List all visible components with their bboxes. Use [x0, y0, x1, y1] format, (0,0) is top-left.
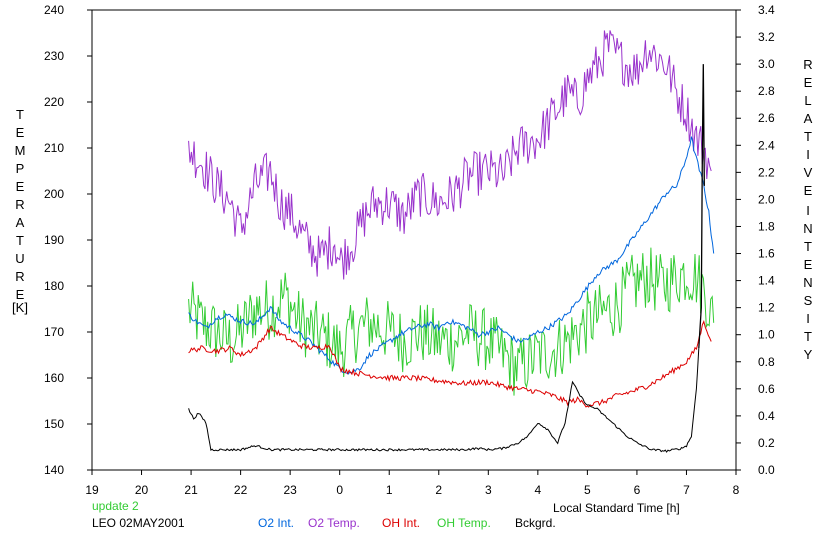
x-tick-label: 1 — [386, 483, 393, 497]
y-axis-left-letter: T — [16, 107, 24, 122]
y-axis-left-letter: R — [15, 197, 24, 212]
x-tick-label: 22 — [234, 483, 248, 497]
y-axis-left-letter: M — [15, 143, 26, 158]
y-axis-left-letter: T — [16, 233, 24, 248]
x-tick-label: 7 — [683, 483, 690, 497]
y-axis-left-letter: P — [16, 161, 25, 176]
x-tick-label: 2 — [435, 483, 442, 497]
y-axis-right-letter: N — [803, 275, 812, 290]
y-left-tick-label: 210 — [44, 141, 64, 155]
y-right-tick-label: 2.6 — [758, 111, 775, 125]
y-right-tick-label: 1.8 — [758, 219, 775, 233]
y-left-tick-label: 220 — [44, 95, 64, 109]
series-line-bckgrd — [188, 348, 700, 453]
x-tick-label: 8 — [733, 483, 740, 497]
plot-area — [91, 9, 737, 471]
y-right-tick-label: 3.4 — [758, 3, 775, 17]
y-left-tick-label: 200 — [44, 187, 64, 201]
y-left-tick-label: 160 — [44, 371, 64, 385]
y-left-tick-label: 190 — [44, 233, 64, 247]
y-right-tick-label: 0.4 — [758, 409, 775, 423]
y-axis-right-letter: I — [806, 147, 810, 162]
x-tick-label: 20 — [135, 483, 149, 497]
x-tick-label: 5 — [584, 483, 591, 497]
series-line-bckgrd-spike — [698, 64, 705, 349]
y-right-tick-label: 0.6 — [758, 382, 775, 396]
y-right-tick-label: 1.2 — [758, 301, 775, 315]
y-right-tick-label: 2.4 — [758, 138, 775, 152]
y-axis-right-letter: V — [804, 165, 813, 180]
y-left-tick-label: 170 — [44, 325, 64, 339]
y-left-tick-label: 180 — [44, 279, 64, 293]
x-tick-label: 6 — [634, 483, 641, 497]
y-right-tick-label: 0.8 — [758, 355, 775, 369]
x-tick-label: 4 — [535, 483, 542, 497]
y-left-tick-label: 240 — [44, 3, 64, 17]
x-tick-label: 21 — [184, 483, 198, 497]
y-right-tick-label: 0.0 — [758, 463, 775, 477]
y-axis-right-letter: L — [804, 93, 811, 108]
x-tick-label: 23 — [283, 483, 297, 497]
y-right-tick-label: 2.8 — [758, 84, 775, 98]
y-right-tick-label: 1.0 — [758, 328, 775, 342]
legend-oh-int: OH Int. — [382, 516, 421, 530]
y-right-tick-label: 0.2 — [758, 436, 775, 450]
y-axis-left: 140 150 160 170 180 190 200 210 220 230 240 — [44, 3, 92, 477]
y-left-tick-label: 150 — [44, 417, 64, 431]
y-axis-left-letter: U — [15, 251, 24, 266]
series-line-o2-int — [188, 136, 715, 375]
series-line-o2-temp — [188, 30, 712, 280]
y-axis-right-letter: R — [803, 57, 812, 72]
y-right-tick-label: 1.4 — [758, 274, 775, 288]
x-axis-label: Local Standard Time [h] — [553, 501, 680, 515]
y-axis-right-letter: T — [804, 129, 812, 144]
status-text: update 2 — [92, 499, 139, 513]
y-axis-left-letter: E — [16, 179, 25, 194]
y-left-tick-label: 140 — [44, 463, 64, 477]
x-tick-label: 19 — [85, 483, 99, 497]
y-axis-right-letter: N — [803, 221, 812, 236]
y-axis-left-letter: E — [16, 287, 25, 302]
y-axis-right-letter: T — [804, 329, 812, 344]
y-right-tick-label: 1.6 — [758, 247, 775, 261]
x-tick-label: 0 — [336, 483, 343, 497]
series-line-oh-temp — [188, 247, 715, 396]
y-axis-right-letter: I — [806, 203, 810, 218]
y-axis-right-letter: E — [804, 257, 813, 272]
legend-o2-int: O2 Int. — [258, 516, 295, 530]
x-axis: 19 20 21 22 23 0 1 2 3 4 5 6 7 8 — [85, 470, 740, 497]
y-left-tick-label: 230 — [44, 49, 64, 63]
station-label: LEO 02MAY2001 — [92, 516, 185, 530]
y-axis-left-letter: R — [15, 269, 24, 284]
y-axis-right-letter: A — [804, 111, 813, 126]
legend-o2-temp: O2 Temp. — [308, 516, 360, 530]
y-axis-right-letter: E — [804, 183, 813, 198]
legend-bckgrd: Bckgrd. — [515, 516, 556, 530]
series-line-oh-int — [188, 319, 712, 408]
legend-oh-temp: OH Temp. — [437, 516, 491, 530]
y-axis-right-letter: T — [804, 239, 812, 254]
y-axis-left-unit: [K] — [12, 300, 28, 315]
y-axis-right-letter: Y — [804, 347, 813, 362]
y-axis-right-letter: I — [806, 311, 810, 326]
y-right-tick-label: 3.2 — [758, 30, 775, 44]
x-tick-label: 3 — [485, 483, 492, 497]
y-axis-right: 0.0 0.2 0.4 0.6 0.8 1.0 1.2 1.4 1.6 1.8 2.0 2.2 2.4 2… — [736, 3, 775, 477]
series-layer — [188, 30, 715, 453]
y-right-tick-label: 2.0 — [758, 192, 775, 206]
y-axis-right-letter: E — [804, 75, 813, 90]
y-axis-left-letter: E — [16, 125, 25, 140]
y-axis-right-letter: S — [804, 293, 813, 308]
y-right-tick-label: 2.2 — [758, 165, 775, 179]
y-axis-left-letter: A — [16, 215, 25, 230]
y-right-tick-label: 3.0 — [758, 57, 775, 71]
